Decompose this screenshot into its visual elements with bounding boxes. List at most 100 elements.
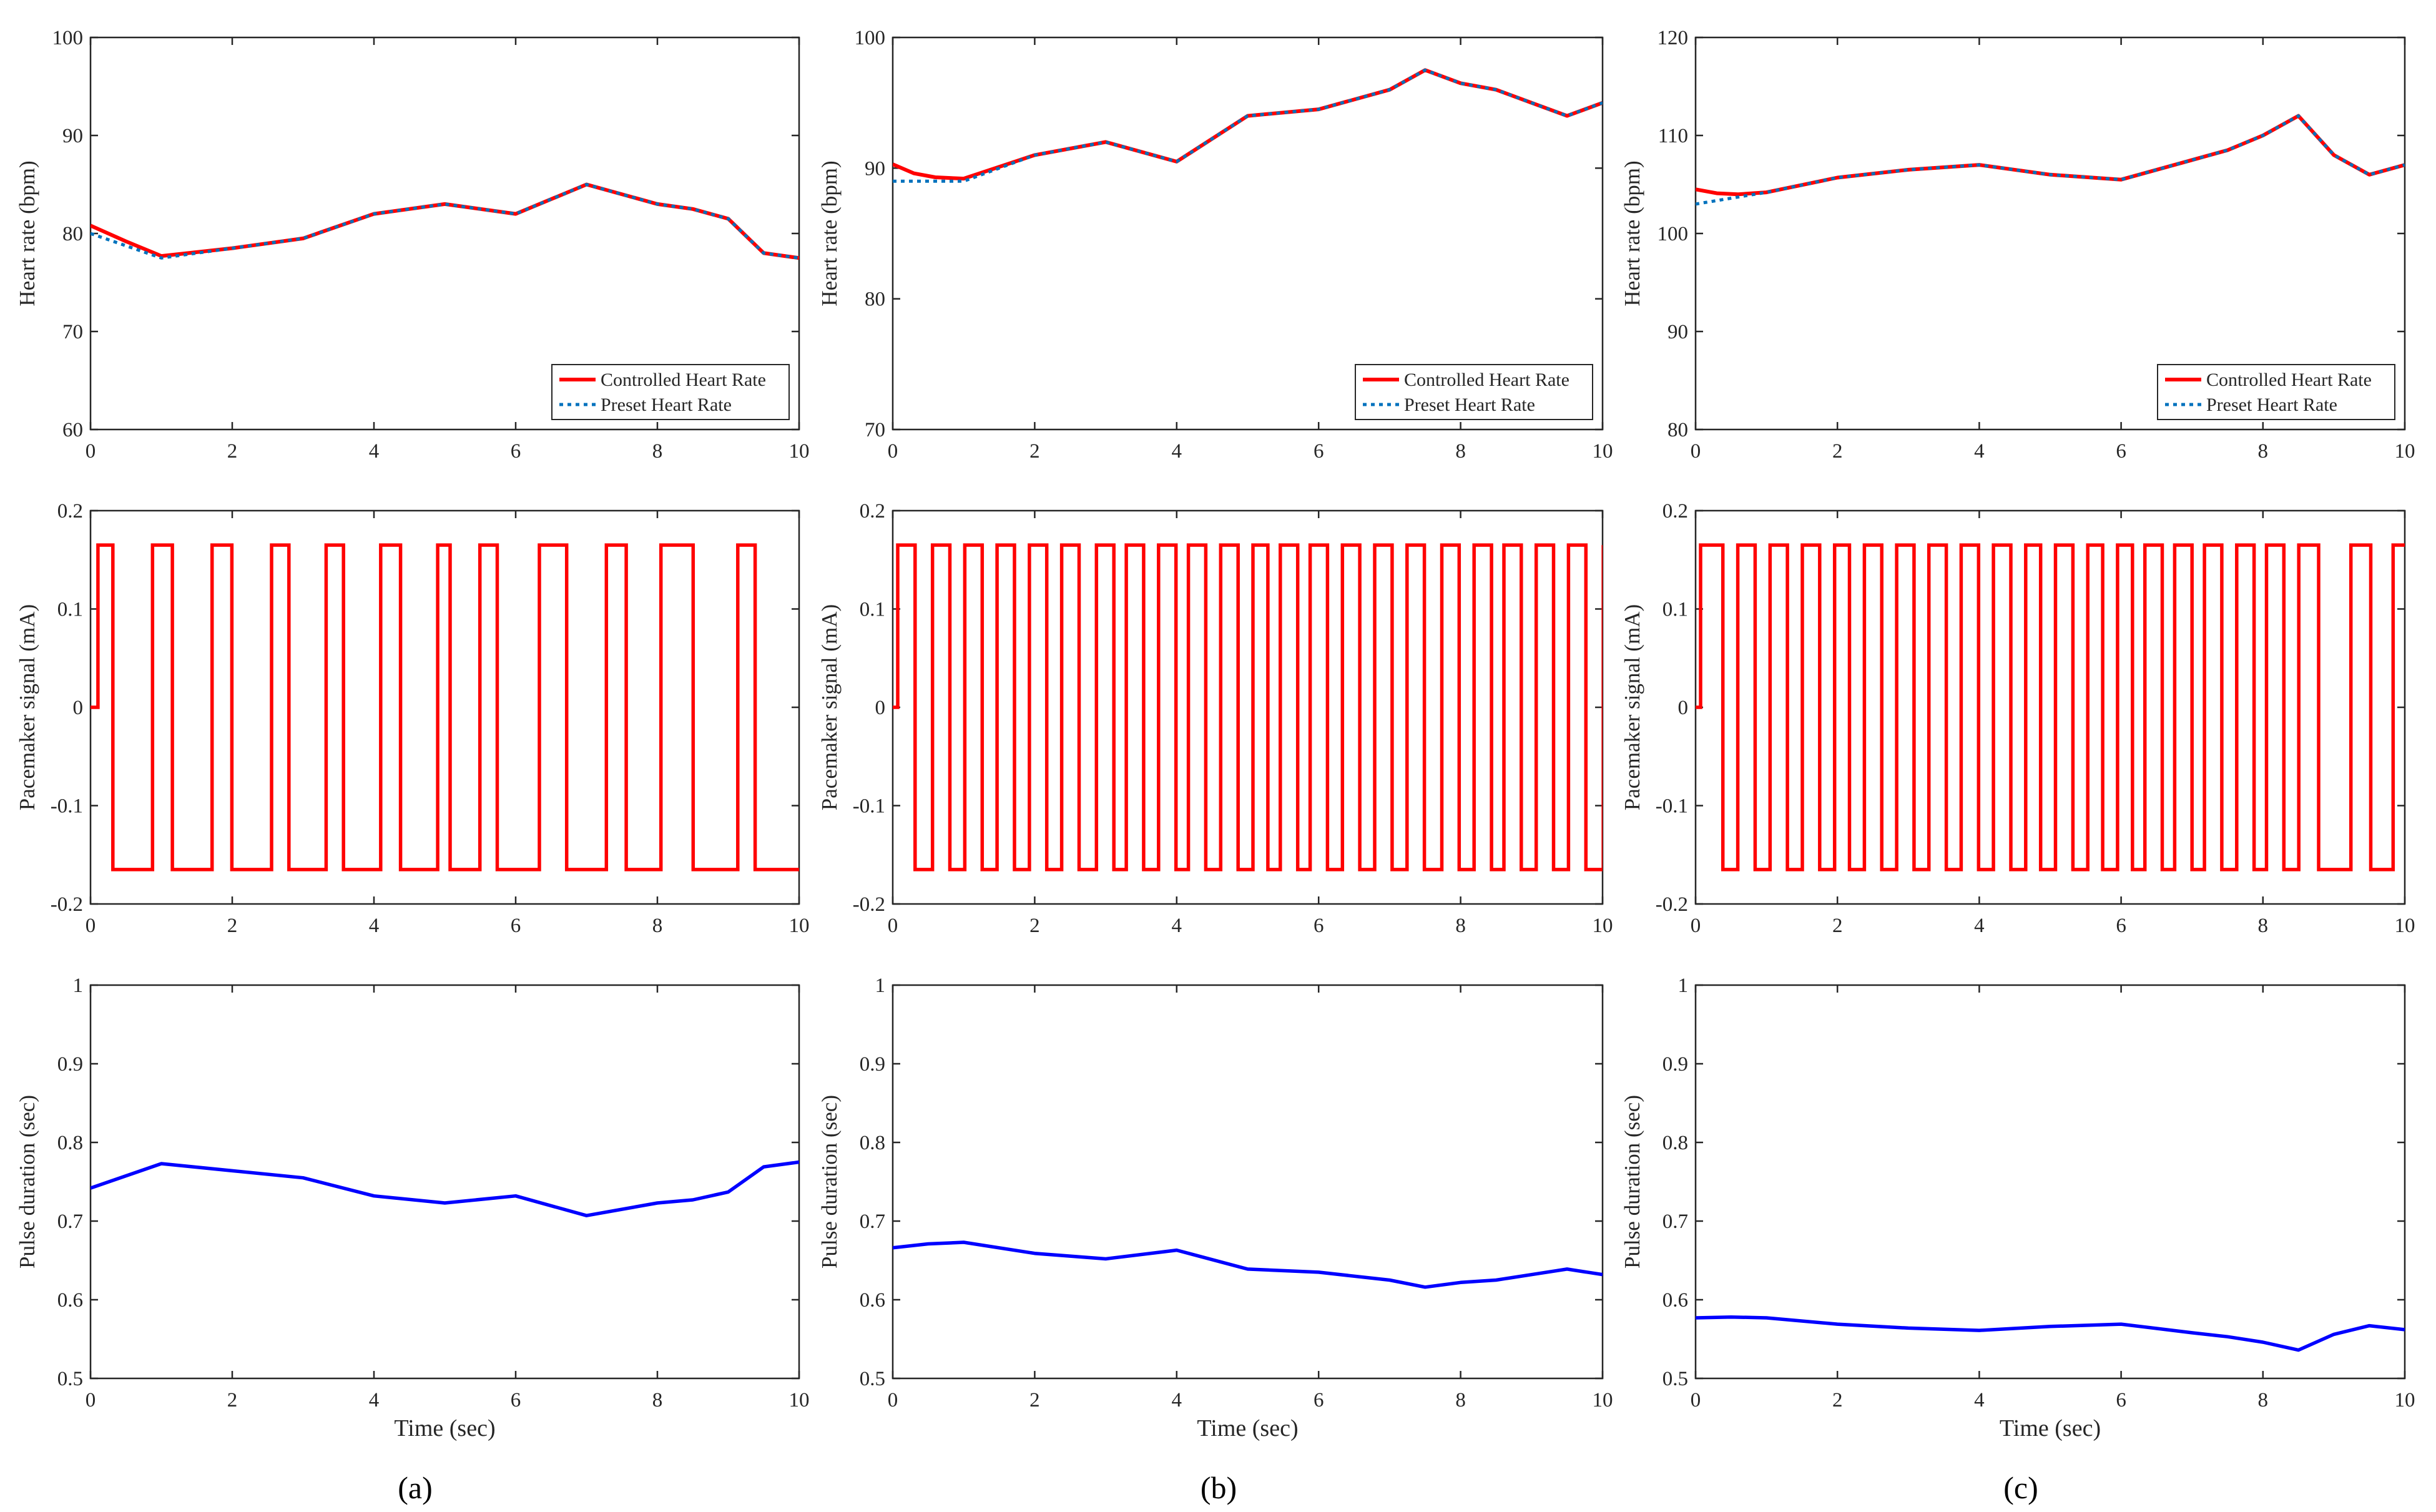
- b-heart-rate-legend: Controlled Heart Rate Preset Heart Rate: [1355, 364, 1593, 420]
- a-pulse-ytick-label: 0.9: [57, 1053, 83, 1076]
- c-heart-rate-ytick-label: 100: [1658, 223, 1689, 245]
- b-pulse-xtick-label: 4: [1172, 1389, 1182, 1411]
- c-pacemaker-ytick-label: -0.2: [1656, 893, 1688, 916]
- panel-label-c: (c): [2003, 1470, 2038, 1505]
- c-heart-rate-ytick-label: 80: [1667, 419, 1688, 441]
- a-pacemaker-ytick-label: -0.2: [51, 893, 83, 916]
- a-pulse-series-pulse-duration: [91, 1160, 799, 1217]
- c-pacemaker-plot-area: [1696, 543, 2405, 871]
- c-heart-rate-ytick-label: 110: [1658, 125, 1688, 147]
- b-pacemaker-ytick-label: 0.2: [860, 500, 885, 523]
- a-pulse-ytick-label: 0.7: [57, 1210, 83, 1233]
- c-pacemaker-xtick-label: 0: [1691, 915, 1701, 937]
- a-pacemaker-xtick-label: 4: [369, 915, 380, 937]
- c-heart-rate-xtick-label: 8: [2258, 440, 2269, 463]
- c-pulse-ytick-label: 0.7: [1662, 1210, 1688, 1233]
- c-heart-rate-xtick-label: 10: [2395, 440, 2415, 463]
- b-pulse-ytick-label: 0.8: [860, 1132, 885, 1154]
- b-heart-rate-legend-box: [1355, 364, 1593, 420]
- b-heart-rate-legend-label-preset: Preset Heart Rate: [1404, 395, 1535, 415]
- b-heart-rate-ytick-label: 90: [865, 157, 885, 180]
- a-pulse-axes-frame: [89, 984, 800, 1380]
- b-heart-rate-xtick-label: 2: [1029, 440, 1040, 463]
- a-pacemaker-axes-frame: [89, 509, 800, 905]
- b-pacemaker-ytick-label: 0.1: [860, 599, 885, 621]
- a-pacemaker-signal-line: [91, 543, 799, 871]
- c-pulse-ytick-label: 0.6: [1662, 1289, 1688, 1312]
- b-heart-rate-plot-area: [893, 68, 1603, 183]
- a-heart-rate-xtick-label: 6: [511, 440, 521, 463]
- a-pacemaker-xtick-label: 6: [511, 915, 521, 937]
- c-heart-rate-xtick-label: 0: [1691, 440, 1701, 463]
- c-heart-rate-chart: 0 2 4 6 8 10 80 90 100 110 120 Heart rate (bpm) Cont…: [1620, 27, 2415, 463]
- a-pulse-xlabel: Time (sec): [394, 1415, 495, 1441]
- a-heart-rate-series-preset-heart-rate: [91, 183, 799, 260]
- b-pacemaker-axes-frame: [891, 509, 1604, 905]
- c-heart-rate-ytick-label: 120: [1658, 27, 1689, 49]
- b-pulse-ytick-label: 0.7: [860, 1210, 885, 1233]
- panel-label-b: (b): [1201, 1470, 1237, 1505]
- a-pulse-xtick-label: 4: [369, 1389, 380, 1411]
- a-heart-rate-legend-label-controlled: Controlled Heart Rate: [601, 370, 766, 390]
- b-heart-rate-ylabel: Heart rate (bpm): [817, 160, 842, 306]
- a-pacemaker-xtick-label: 8: [652, 915, 663, 937]
- b-pulse-ylabel: Pulse duration (sec): [817, 1095, 842, 1269]
- a-heart-rate-ytick-label: 100: [52, 27, 84, 49]
- b-pacemaker-ytick-label: -0.1: [853, 795, 885, 818]
- b-heart-rate-series-preset-heart-rate: [893, 68, 1603, 183]
- b-heart-rate-ytick-label: 100: [855, 27, 886, 49]
- a-pacemaker-ytick-label: 0: [73, 697, 84, 719]
- b-pulse-axes-frame: [891, 984, 1604, 1380]
- c-pacemaker-signal-line: [1696, 543, 2405, 871]
- a-heart-rate-ytick-label: 70: [62, 321, 83, 343]
- c-pulse-ytick-label: 1: [1678, 974, 1689, 997]
- c-pulse-xtick-label: 10: [2395, 1389, 2415, 1411]
- b-heart-rate-series-controlled-heart-rate: [893, 68, 1603, 181]
- a-heart-rate-chart: 0 2 4 6 8 10 60 70 80 90 100 Heart rate (bpm) Contro…: [15, 27, 810, 463]
- a-pulse-plot-area: [91, 1160, 799, 1217]
- b-pulse-chart: 0 2 4 6 8 10 0.5 0.6 0.7 0.8 0.9 1 Pulse duration (s…: [817, 974, 1613, 1441]
- a-heart-rate-ytick-label: 80: [62, 223, 83, 245]
- c-pacemaker-xtick-label: 4: [1974, 915, 1985, 937]
- a-pulse-xtick-label: 2: [227, 1389, 238, 1411]
- a-heart-rate-legend-box: [551, 364, 790, 420]
- c-pulse-axes-frame: [1694, 984, 2406, 1380]
- a-heart-rate-legend: Controlled Heart Rate Preset Heart Rate: [551, 364, 790, 420]
- c-pulse-ytick-label: 0.9: [1662, 1053, 1688, 1076]
- b-pacemaker-ylabel: Pacemaker signal (mA): [817, 604, 842, 810]
- c-heart-rate-legend-label-preset: Preset Heart Rate: [2206, 395, 2337, 415]
- c-pulse-xtick-label: 8: [2258, 1389, 2269, 1411]
- a-pacemaker-plot-area: [91, 543, 799, 871]
- b-pulse-ytick-label: 1: [875, 974, 886, 997]
- c-pulse-ylabel: Pulse duration (sec): [1620, 1095, 1644, 1269]
- c-pacemaker-ytick-label: 0: [1678, 697, 1689, 719]
- b-pulse-xtick-label: 10: [1593, 1389, 1613, 1411]
- a-heart-rate-xtick-label: 8: [652, 440, 663, 463]
- a-pulse-xtick-label: 0: [86, 1389, 96, 1411]
- b-pulse-plot-area: [893, 1240, 1603, 1289]
- a-pulse-xtick-label: 10: [789, 1389, 810, 1411]
- b-pacemaker-ytick-label: -0.2: [853, 893, 885, 916]
- c-pulse-xtick-label: 0: [1691, 1389, 1701, 1411]
- b-heart-rate-xtick-label: 8: [1455, 440, 1466, 463]
- c-pacemaker-ytick-label: -0.1: [1656, 795, 1688, 818]
- b-heart-rate-ytick-label: 70: [865, 419, 885, 441]
- b-pacemaker-plot-area: [893, 543, 1603, 871]
- c-pacemaker-ylabel: Pacemaker signal (mA): [1620, 604, 1644, 810]
- b-heart-rate-xtick-label: 6: [1314, 440, 1324, 463]
- a-pulse-ytick-label: 0.6: [57, 1289, 83, 1312]
- c-heart-rate-xtick-label: 4: [1974, 440, 1985, 463]
- a-pacemaker-ytick-label: 0.2: [57, 500, 83, 523]
- a-pacemaker-chart: 0 2 4 6 8 10 -0.2 -0.1 0 0.1 0.2 Pacemaker signal (…: [15, 500, 810, 937]
- a-pulse-xtick-label: 8: [652, 1389, 663, 1411]
- a-pulse-chart: 0 2 4 6 8 10 0.5 0.6 0.7 0.8 0.9 1 Pulse duration (s…: [15, 974, 810, 1441]
- c-pacemaker-xtick-label: 2: [1832, 915, 1843, 937]
- c-pulse-xtick-label: 2: [1832, 1389, 1843, 1411]
- a-pulse-ytick-label: 0.5: [57, 1368, 83, 1390]
- b-heart-rate-legend-label-controlled: Controlled Heart Rate: [1404, 370, 1569, 390]
- b-pacemaker-xtick-label: 4: [1172, 915, 1182, 937]
- c-heart-rate-xtick-label: 6: [2116, 440, 2126, 463]
- c-pacemaker-axes-frame: [1694, 509, 2406, 905]
- a-heart-rate-legend-label-preset: Preset Heart Rate: [601, 395, 732, 415]
